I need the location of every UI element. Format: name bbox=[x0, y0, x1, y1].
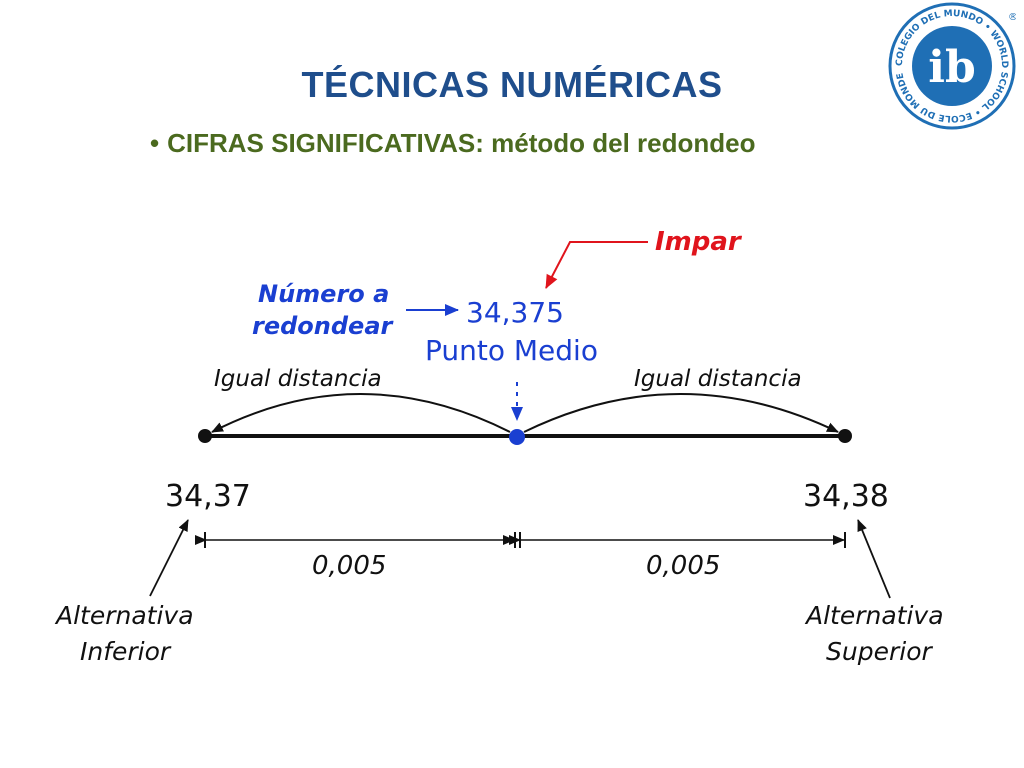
upper-alt-line2: Superior bbox=[826, 637, 933, 666]
upper-value: 34,38 bbox=[803, 479, 889, 514]
dim-tick-right bbox=[844, 532, 846, 548]
distance-right-label: 0,005 bbox=[646, 551, 720, 581]
equal-distance-right-arc bbox=[523, 393, 839, 433]
upper-alt-arrow bbox=[857, 519, 891, 599]
upper-point bbox=[838, 429, 852, 443]
upper-alt-line1: Alternativa bbox=[804, 601, 944, 630]
lower-alt-line1: Alternativa bbox=[54, 601, 194, 630]
dim-tick-center-b bbox=[519, 532, 521, 548]
midpoint-label: Punto Medio bbox=[425, 334, 598, 367]
slide-subtitle: • CIFRAS SIGNIFICATIVAS: método del redon… bbox=[150, 128, 756, 159]
equal-distance-left-arc bbox=[211, 393, 511, 433]
distance-left-label: 0,005 bbox=[312, 551, 386, 581]
numero-label-line2: redondear bbox=[252, 312, 395, 340]
impar-label: Impar bbox=[655, 227, 743, 257]
number-to-round: 34,375 bbox=[466, 296, 564, 329]
subtitle-text: CIFRAS SIGNIFICATIVAS: método del redond… bbox=[167, 128, 756, 158]
lower-value: 34,37 bbox=[165, 479, 251, 514]
numero-label-line1: Número a bbox=[258, 280, 389, 308]
bullet: • bbox=[150, 128, 160, 158]
logo-registered: ® bbox=[1008, 12, 1016, 23]
dim-tick-center-a bbox=[514, 532, 516, 548]
ib-logo: COLEGIO DEL MUNDO • WORLD SCHOOL • ECOLE… bbox=[888, 2, 1016, 130]
equal-distance-left-label: Igual distancia bbox=[214, 366, 382, 392]
slide-title: TÉCNICAS NUMÉRICAS bbox=[301, 64, 723, 105]
midpoint-dot bbox=[509, 429, 525, 445]
impar-arrow bbox=[545, 241, 648, 289]
dim-tick-left bbox=[204, 532, 206, 548]
equal-distance-right-label: Igual distancia bbox=[634, 366, 802, 392]
lower-point bbox=[198, 429, 212, 443]
logo-letters: ib bbox=[928, 42, 975, 93]
lower-alt-line2: Inferior bbox=[80, 637, 172, 666]
lower-alt-arrow bbox=[149, 519, 189, 597]
